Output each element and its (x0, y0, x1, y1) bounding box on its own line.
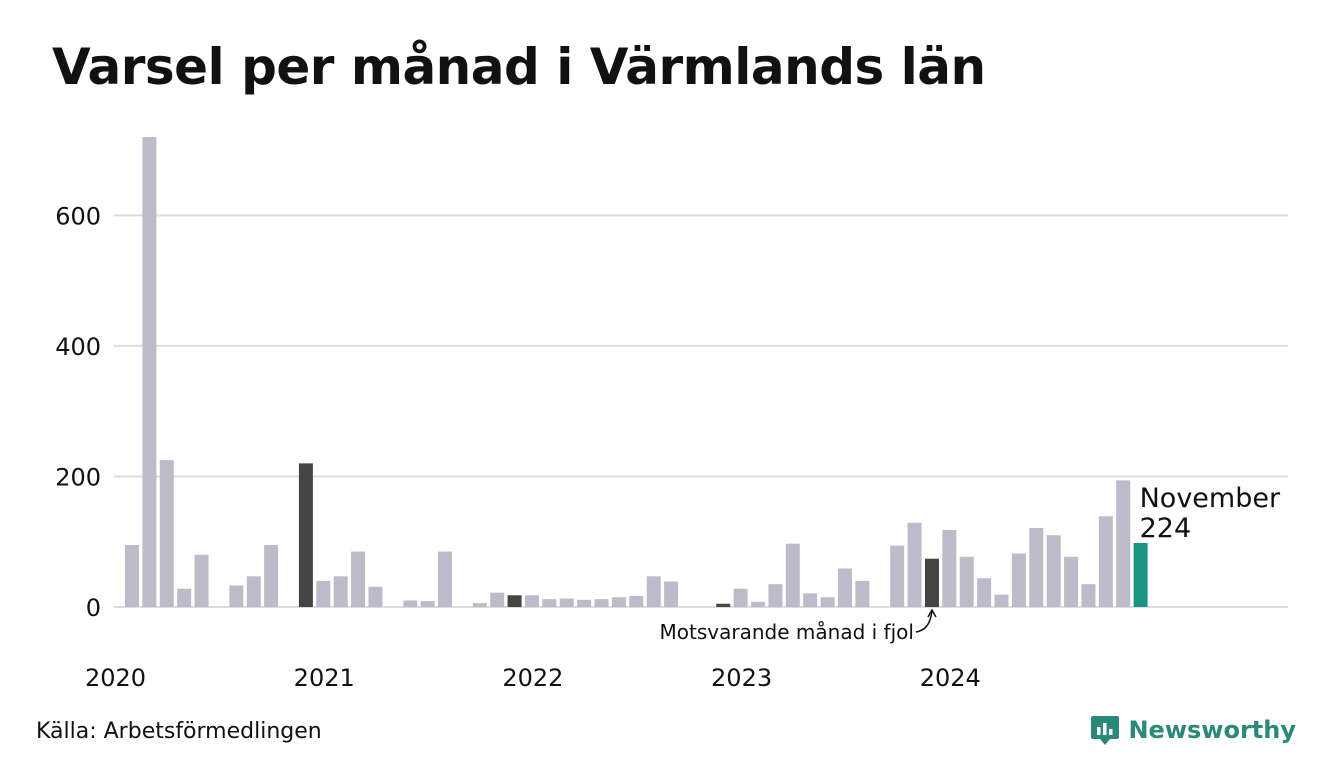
bar-2021-10 (490, 592, 505, 607)
y-tick-label: 0 (86, 594, 101, 622)
bar-2020-08 (246, 576, 261, 607)
latest-value-label: 224 (1140, 513, 1192, 544)
bar-2023-01 (751, 601, 766, 607)
x-tick-label: 2023 (711, 664, 772, 692)
bar-2020-07 (229, 585, 244, 607)
bar-2024-02 (977, 578, 992, 607)
bar-2024-05 (1029, 528, 1044, 607)
x-tick-label: 2021 (294, 664, 355, 692)
bar-2024-04 (1011, 553, 1026, 607)
brand[interactable]: Newsworthy (1090, 714, 1296, 746)
source-note: Källa: Arbetsförmedlingen (36, 719, 322, 744)
latest-month-label: November (1140, 483, 1281, 514)
bar-2020-09 (264, 544, 279, 607)
bar-2022-08 (664, 581, 679, 607)
bar-2023-09 (890, 545, 905, 607)
previous-year-label: Motsvarande månad i fjol (660, 620, 914, 644)
previous-year-arrow (915, 610, 933, 633)
bar-2021-09 (472, 603, 487, 607)
bar-2021-03 (368, 586, 383, 607)
bar-2023-11 (924, 558, 939, 607)
bar-2024-08 (1081, 584, 1096, 607)
bar-2022-06 (629, 595, 644, 607)
bar-2022-04 (594, 599, 609, 607)
bar-2022-12 (733, 588, 748, 607)
bar-2020-03 (159, 460, 174, 607)
bar-2024-03 (994, 594, 1009, 607)
x-tick-label: 2022 (502, 664, 563, 692)
bar-2022-02 (559, 598, 574, 607)
bar-2020-11 (298, 463, 313, 607)
x-tick-label: 2020 (85, 664, 146, 692)
bar-2024-06 (1046, 535, 1061, 607)
bar-chart-logo-icon (1091, 716, 1120, 745)
bar-2021-07 (438, 551, 453, 607)
bar-2021-12 (524, 595, 539, 607)
bar-2022-11 (716, 603, 731, 607)
bar-2021-01 (333, 576, 348, 607)
bar-2023-12 (942, 529, 957, 607)
y-tick-label: 200 (55, 463, 101, 491)
y-tick-label: 600 (55, 202, 101, 230)
bar-2022-01 (542, 599, 557, 607)
bar-2020-05 (194, 554, 209, 607)
y-tick-label: 400 (55, 333, 101, 361)
bar-2020-04 (177, 588, 192, 607)
bar-2021-02 (351, 551, 366, 607)
bar-2020-02 (142, 137, 157, 607)
y-axis: 0 200 400 600 (55, 202, 101, 622)
bar-2022-07 (646, 576, 661, 607)
bar-2023-03 (785, 543, 800, 607)
bar-2023-10 (907, 522, 922, 607)
bar-2023-06 (837, 568, 852, 607)
x-tick-label: 2024 (920, 664, 981, 692)
bar-2023-02 (768, 584, 783, 607)
bar-2021-06 (420, 601, 435, 607)
bar-2020-12 (316, 580, 331, 607)
bar-2020-01 (125, 544, 139, 607)
bar-2022-03 (577, 599, 592, 607)
bar-2021-11 (507, 595, 522, 607)
bar-2022-05 (611, 597, 626, 607)
bar-2023-07 (855, 580, 870, 607)
bar-2021-05 (403, 600, 418, 607)
brand-name: Newsworthy (1128, 716, 1296, 744)
bar-2024-09 (1098, 516, 1113, 607)
bar-2023-05 (820, 597, 835, 607)
bar-2024-01 (959, 556, 974, 607)
bar-2024-10 (1116, 480, 1131, 607)
x-axis: 2020 2021 2022 2023 2024 (85, 664, 981, 692)
bar-2024-07 (1064, 556, 1079, 607)
arrow-head-icon (927, 608, 937, 618)
bars (125, 137, 1148, 607)
bar-2024-11 (1133, 543, 1148, 607)
bar-2023-04 (803, 593, 818, 607)
bar-chart: 0 200 400 600 2020 2021 2022 2023 2024 November… (55, 137, 1288, 692)
chart-title: Varsel per månad i Värmlands län (52, 38, 986, 96)
